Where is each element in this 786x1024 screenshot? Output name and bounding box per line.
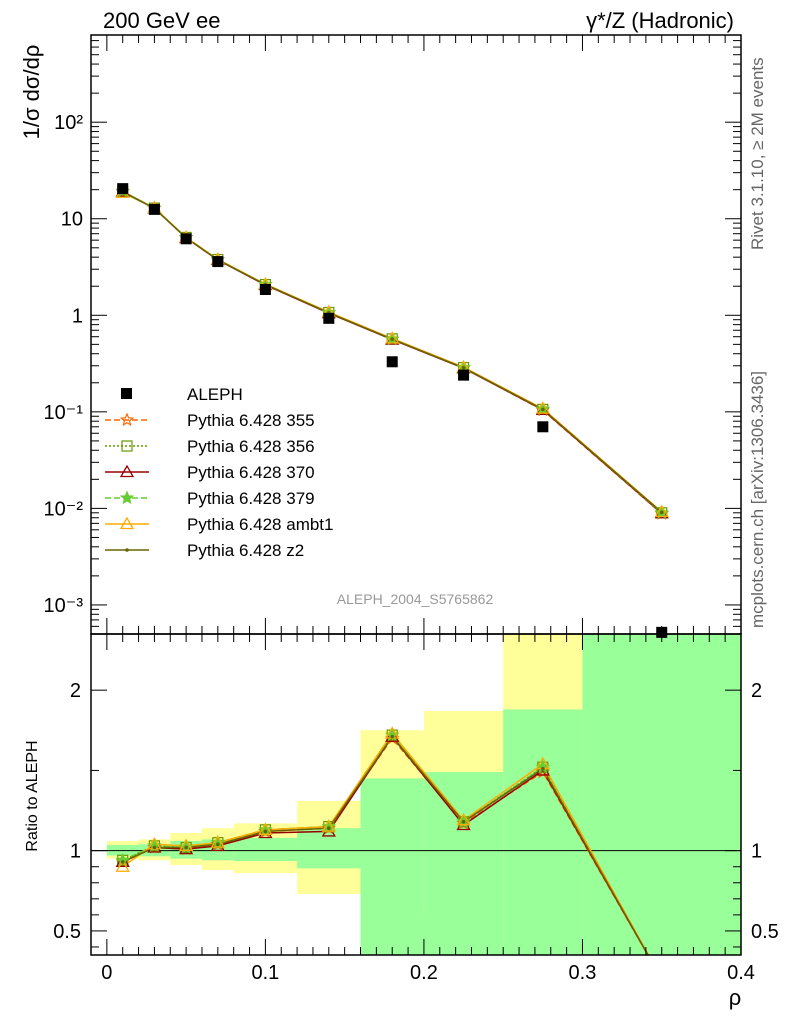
legend-label-3: Pythia 6.428 379 [187, 489, 315, 508]
legend-label-2: Pythia 6.428 370 [187, 463, 315, 482]
main-marker-s5-p6 [390, 337, 395, 341]
aleph-point-6 [386, 356, 398, 368]
ratio-marker-s5-p6 [390, 734, 395, 739]
aleph-point-8 [537, 421, 549, 433]
ratio-marker-s5-p5 [327, 826, 331, 831]
main-ytick-label-0: 10⁻³ [44, 595, 84, 617]
main-marker-s4-p8 [535, 401, 550, 414]
ratio-band-green-6 [360, 778, 424, 955]
ratio-series-markers [115, 726, 550, 872]
ratio-ytick-label-right-2: 2 [751, 680, 762, 702]
ratio-xtick-label-2: 0.2 [410, 962, 438, 984]
plot-frames [90, 34, 742, 956]
aleph-point-2 [180, 233, 192, 245]
ratio-marker-s5-p2 [184, 845, 188, 850]
ratio-band-green-4 [233, 837, 298, 862]
main-ytick-label-2: 10⁻¹ [44, 402, 84, 424]
aleph-point-3 [212, 256, 224, 268]
y-axis-title: 1/σ dσ/dρ [19, 45, 44, 140]
main-marker-s4-p6 [385, 331, 400, 344]
ratio-marker-s4-p2 [179, 838, 194, 852]
ratio-band-green-7 [423, 772, 504, 955]
ratio-band-green-5 [297, 828, 361, 869]
ratio-uncertainty-bands [91, 634, 741, 955]
ratio-ytick-label-left-1: 1 [70, 841, 81, 863]
ratio-ytick-label-left-2: 2 [70, 680, 81, 702]
ratio-line-series-3 [122, 733, 650, 955]
main-ytick-label-5: 10² [54, 112, 83, 134]
ratio-y-axis-title: Ratio to ALEPH [24, 740, 41, 851]
legend-marker-aleph [121, 388, 132, 399]
ratio-xtick-label-3: 0.3 [569, 962, 597, 984]
legend-label-4: Pythia 6.428 ambt1 [187, 515, 333, 534]
legend-label-1: Pythia 6.428 356 [187, 437, 315, 456]
legend-marker-4 [119, 516, 135, 530]
main-line-series-5 [122, 191, 663, 513]
ratio-ytick-label-right-0: 0.5 [751, 921, 779, 943]
watermark-label: ALEPH_2004_S5765862 [337, 591, 494, 607]
legend-marker-3 [119, 490, 135, 505]
ratio-marker-s5-p8 [541, 767, 545, 771]
ratio-line-series-5 [122, 735, 649, 955]
ratio-line-series-4 [122, 732, 650, 955]
ratio-marker-s4-p5 [321, 819, 336, 832]
ratio-marker-s5-p7 [461, 819, 466, 824]
main-marker-s5-p9 [659, 510, 664, 515]
aleph-point-5 [323, 312, 335, 324]
main-ytick-label-3: 1 [72, 305, 83, 327]
legend: ALEPH Pythia 6.428 355 Pythia 6.428 356 Pyt… [105, 385, 333, 560]
ratio-band-green-8 [503, 709, 583, 955]
aleph-point-0 [117, 183, 129, 195]
ratio-xtick-label-0: 0 [101, 962, 112, 984]
ratio-marker-s4-p0 [115, 859, 130, 872]
ratio-marker-s5-p0 [120, 860, 125, 864]
ratio-ytick-label-left-0: 0.5 [53, 921, 81, 943]
main-marker-s5-p7 [461, 365, 466, 370]
legend-label-0: Pythia 6.428 355 [187, 411, 315, 430]
axis-ticks [91, 34, 742, 955]
ratio-marker-s5-p3 [216, 842, 220, 847]
ratio-marker-s5-p4 [263, 829, 268, 834]
ratio-xtick-label-1: 0.1 [251, 962, 279, 984]
ratio-band-green-9 [582, 634, 741, 955]
header-right: γ*/Z (Hadronic) [586, 8, 734, 33]
aleph-point-4 [259, 283, 271, 295]
main-series-lines [122, 190, 663, 515]
ratio-marker-s4-p4 [258, 822, 273, 835]
ratio-frame [90, 633, 742, 956]
ratio-ytick-label-right-1: 1 [751, 841, 762, 863]
ratio-line-series-2 [122, 735, 649, 955]
main-marker-s5-p8 [541, 407, 545, 412]
main-marker-s4-p9 [654, 504, 669, 518]
legend-label-5: Pythia 6.428 z2 [187, 541, 304, 560]
main-ytick-label-4: 10 [61, 209, 83, 231]
aleph-point-7 [458, 369, 470, 381]
axis-tick-labels: 10⁻³ 10⁻² 10⁻¹ 1 10 10² 0 0.1 0.2 0.3 0.4 0.5 0.5 1 1 2… [44, 112, 779, 984]
header-left: 200 GeV ee [103, 8, 221, 33]
legend-marker-1 [121, 440, 133, 452]
legend-label-aleph: ALEPH [187, 385, 243, 404]
aleph-point-1 [148, 203, 160, 215]
legend-marker-5 [125, 548, 129, 552]
ratio-marker-s4-p7 [456, 812, 471, 826]
ratio-marker-s5-p1 [152, 845, 157, 850]
x-axis-title: ρ [729, 985, 742, 1010]
main-ytick-label-1: 10⁻² [44, 498, 84, 520]
ratio-marker-s4-p3 [210, 835, 225, 848]
ratio-series-lines [122, 732, 650, 955]
legend-marker-0 [119, 412, 135, 427]
ratio-xtick-label-4: 0.4 [727, 962, 755, 984]
legend-marker-2 [119, 464, 135, 478]
